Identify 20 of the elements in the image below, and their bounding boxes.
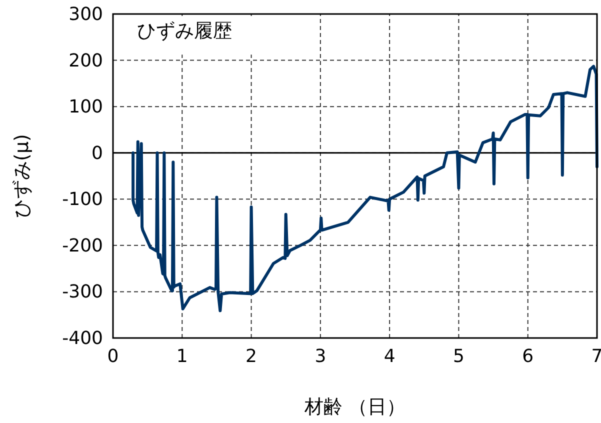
y-tick-label: -100 <box>62 189 103 210</box>
y-axis-title: ひずみ(μ) <box>11 134 33 218</box>
y-tick-label: 300 <box>68 4 103 25</box>
chart-title: ひずみ履歴 <box>137 20 232 42</box>
x-tick-label: 6 <box>522 346 534 367</box>
y-tick-label: 0 <box>92 142 103 164</box>
x-tick-label: 3 <box>314 346 326 367</box>
x-tick-label: 1 <box>176 346 188 367</box>
x-tick-label: 2 <box>246 346 258 367</box>
y-tick-label: 100 <box>68 96 103 118</box>
y-tick-label: -400 <box>62 328 103 349</box>
y-tick-label: -200 <box>62 235 103 256</box>
y-tick-label: -300 <box>62 282 103 303</box>
x-tick-label: 4 <box>384 346 396 367</box>
x-axis-title: 材齢 （日） <box>303 396 406 418</box>
x-tick-label: 7 <box>591 346 601 367</box>
y-tick-label: 200 <box>68 50 103 72</box>
x-tick-label: 0 <box>107 346 119 367</box>
line-series <box>132 64 598 312</box>
x-tick-label: 5 <box>452 346 464 367</box>
